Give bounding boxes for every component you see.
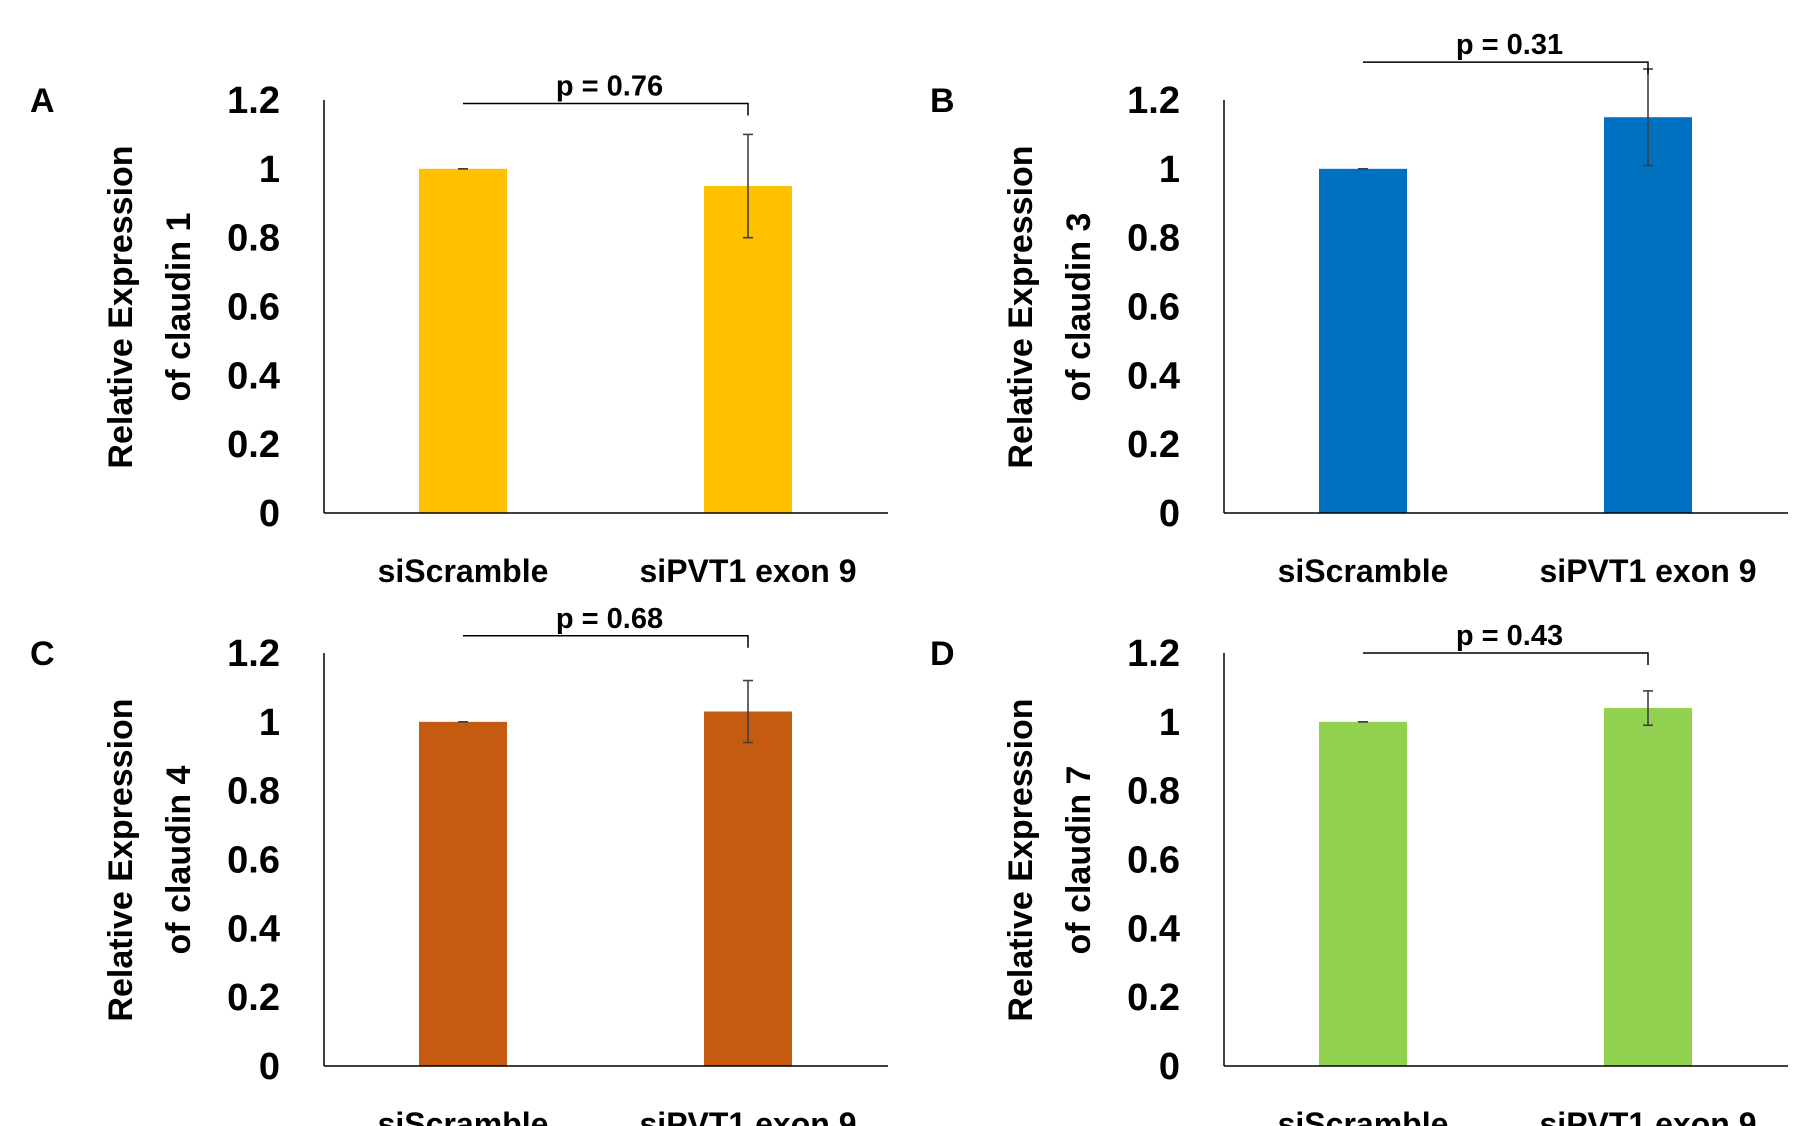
category-label: siPVT1 exon 9 — [1540, 553, 1757, 589]
y-tick-label: 0.8 — [1127, 218, 1180, 260]
significance-bracket — [463, 635, 749, 648]
panel-letter: C — [30, 635, 55, 673]
y-tick-label: 0.6 — [1127, 287, 1180, 329]
y-axis-title-line: Relative Expression — [102, 145, 140, 468]
y-tick-label: 0.4 — [227, 355, 280, 397]
category-label: siPVT1 exon 9 — [640, 1106, 857, 1126]
y-tick-label: 0 — [259, 1046, 280, 1088]
bar — [419, 721, 507, 1066]
y-tick-label: 1 — [1159, 702, 1180, 744]
category-label: siPVT1 exon 9 — [640, 553, 857, 589]
y-tick-label: 0.4 — [1127, 908, 1180, 950]
category-label: siScramble — [378, 1106, 549, 1126]
chart-panel-b: B Relative Expression of claudin 3 0 0.2 0.4 0… — [930, 29, 1788, 589]
y-tick-label: 0.8 — [227, 218, 280, 260]
p-value-annotation: p = 0.31 — [1456, 29, 1563, 61]
y-tick-label: 0.2 — [227, 424, 280, 466]
bar — [1319, 721, 1407, 1066]
category-label: siScramble — [1278, 1106, 1449, 1126]
category-label: siPVT1 exon 9 — [1540, 1106, 1757, 1126]
y-tick-label: 1 — [259, 149, 280, 191]
y-tick-label: 0.4 — [1127, 355, 1180, 397]
chart-panel-d: D Relative Expression of claudin 7 0 0.2 0.4 0… — [930, 620, 1788, 1126]
chart-panel-c: C Relative Expression of claudin 4 0 0.2 0.4 0… — [30, 603, 888, 1126]
y-axis-title-line: of claudin 1 — [160, 213, 198, 402]
y-tick-label: 0.6 — [227, 840, 280, 882]
panel-letter: D — [930, 635, 955, 673]
y-tick-label: 0.8 — [1127, 771, 1180, 813]
y-tick-label: 0 — [259, 493, 280, 535]
bar — [1604, 117, 1692, 513]
panel-letter: A — [30, 82, 55, 120]
bar — [419, 168, 507, 514]
significance-bracket — [1363, 652, 1649, 665]
p-value-annotation: p = 0.43 — [1456, 620, 1563, 652]
y-axis-title-line: Relative Expression — [1002, 145, 1040, 468]
y-tick-label: 0.6 — [1127, 840, 1180, 882]
significance-bracket — [1363, 61, 1649, 75]
category-label: siScramble — [1278, 553, 1449, 589]
y-tick-label: 1.2 — [227, 633, 280, 675]
bar — [704, 711, 792, 1066]
y-tick-label: 1 — [1159, 149, 1180, 191]
y-tick-label: 0.6 — [227, 287, 280, 329]
y-axis-title-line: of claudin 4 — [160, 765, 198, 954]
y-axis-title-line: of claudin 3 — [1060, 213, 1098, 402]
bar — [1604, 708, 1692, 1066]
y-tick-label: 0 — [1159, 1046, 1180, 1088]
y-axis-title-line: Relative Expression — [102, 698, 140, 1021]
chart-panel-a: A Relative Expression of claudin 1 0 0.2 0.4 0… — [30, 70, 888, 589]
y-axis-title-line: Relative Expression — [1002, 698, 1040, 1021]
y-tick-label: 0.2 — [1127, 977, 1180, 1019]
y-tick-label: 1 — [259, 702, 280, 744]
y-tick-label: 0.4 — [227, 908, 280, 950]
y-axis-title-line: of claudin 7 — [1060, 766, 1098, 955]
y-tick-label: 1.2 — [1127, 80, 1180, 122]
p-value-annotation: p = 0.68 — [556, 603, 663, 635]
bar — [1319, 168, 1407, 514]
y-tick-label: 1.2 — [1127, 633, 1180, 675]
y-tick-label: 1.2 — [227, 80, 280, 122]
y-tick-label: 0 — [1159, 493, 1180, 535]
p-value-annotation: p = 0.76 — [556, 70, 663, 102]
category-label: siScramble — [378, 553, 549, 589]
significance-bracket — [463, 102, 749, 116]
y-tick-label: 0.8 — [227, 771, 280, 813]
y-tick-label: 0.2 — [227, 977, 280, 1019]
bar — [704, 186, 792, 513]
y-tick-label: 0.2 — [1127, 424, 1180, 466]
panel-letter: B — [930, 82, 955, 120]
